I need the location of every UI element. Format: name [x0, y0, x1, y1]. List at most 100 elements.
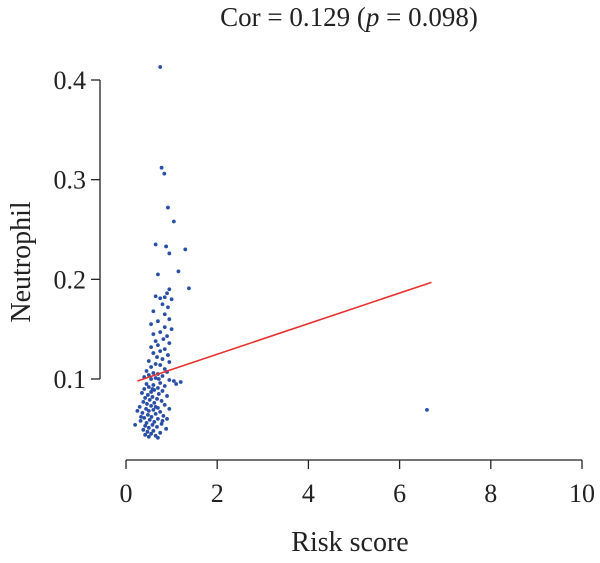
- data-point: [158, 381, 163, 385]
- data-point: [151, 332, 156, 337]
- data-point: [159, 399, 164, 403]
- data-point: [139, 414, 143, 419]
- data-point: [153, 294, 158, 299]
- data-point: [167, 407, 172, 411]
- data-point: [156, 272, 160, 277]
- data-point: [149, 365, 153, 369]
- x-tick-label: 10: [569, 479, 595, 508]
- data-point: [160, 418, 165, 423]
- data-point: [144, 420, 149, 425]
- data-point: [178, 380, 183, 384]
- data-point: [162, 347, 167, 351]
- data-point: [152, 401, 157, 405]
- data-point: [169, 327, 174, 332]
- data-point: [146, 408, 151, 413]
- y-tick-label: 0.4: [54, 66, 87, 95]
- chart-title: Cor = 0.129 (p = 0.098): [220, 2, 478, 32]
- x-tick-label: 0: [120, 479, 133, 508]
- data-point: [151, 428, 156, 433]
- data-point: [146, 434, 151, 439]
- data-point: [425, 407, 429, 412]
- data-point: [174, 382, 179, 386]
- data-point: [156, 377, 161, 381]
- data-point: [187, 286, 191, 291]
- data-point: [153, 242, 158, 247]
- data-point: [166, 305, 170, 310]
- data-point: [159, 165, 164, 170]
- data-point: [145, 402, 149, 406]
- data-point: [166, 205, 170, 210]
- data-point: [165, 416, 169, 421]
- chart-title-p: p: [364, 2, 380, 32]
- data-point: [155, 355, 159, 359]
- data-point: [149, 414, 154, 419]
- data-point: [164, 426, 169, 431]
- data-point: [147, 417, 152, 422]
- data-point: [146, 425, 151, 430]
- data-point: [146, 373, 151, 377]
- data-point: [150, 387, 155, 391]
- data-point: [160, 357, 165, 361]
- data-point: [158, 430, 163, 435]
- data-point: [167, 341, 172, 346]
- data-point: [156, 435, 160, 440]
- data-point: [167, 251, 172, 256]
- data-point: [167, 378, 172, 382]
- data-point: [162, 312, 167, 317]
- data-point: [158, 349, 163, 353]
- data-point: [143, 432, 148, 437]
- data-point: [149, 345, 153, 350]
- x-axis-ticks: 0 2 4 6 8 10: [120, 460, 595, 508]
- data-point: [156, 392, 161, 396]
- x-tick-label: 4: [302, 479, 315, 508]
- data-point: [156, 343, 160, 348]
- data-point: [142, 415, 147, 420]
- y-axis-label: Neutrophil: [6, 201, 37, 323]
- data-point: [161, 413, 166, 418]
- data-point: [146, 359, 151, 363]
- data-point: [167, 360, 172, 364]
- data-point: [160, 374, 165, 378]
- data-point: [160, 302, 165, 307]
- data-point: [165, 394, 169, 398]
- x-tick-label: 8: [484, 479, 497, 508]
- data-point: [143, 423, 148, 428]
- data-point: [143, 396, 148, 400]
- y-tick-label: 0.3: [54, 166, 87, 195]
- data-point: [164, 244, 169, 249]
- data-point: [144, 382, 149, 386]
- data-point: [176, 269, 181, 274]
- data-point: [145, 393, 150, 397]
- data-point: [133, 422, 138, 427]
- data-point: [162, 367, 167, 371]
- data-point: [158, 409, 163, 414]
- data-point: [144, 369, 149, 373]
- data-point: [149, 431, 153, 436]
- y-axis-ticks: 0.1 0.2 0.3 0.4: [54, 66, 100, 394]
- y-tick-label: 0.1: [54, 365, 87, 394]
- data-point: [167, 287, 172, 292]
- x-tick-label: 2: [211, 479, 224, 508]
- data-point: [162, 325, 167, 330]
- data-point: [153, 362, 158, 366]
- data-point: [171, 219, 176, 224]
- data-point: [162, 295, 167, 300]
- data-point: [140, 410, 145, 415]
- data-point: [152, 419, 157, 424]
- data-point: [162, 384, 167, 388]
- data-point: [135, 408, 140, 413]
- x-axis-label: Risk score: [291, 527, 408, 558]
- data-point: [156, 319, 160, 324]
- data-point: [149, 390, 153, 394]
- data-point: [140, 391, 144, 395]
- data-point: [165, 291, 169, 296]
- data-point: [153, 376, 158, 380]
- data-point: [149, 377, 153, 381]
- data-point: [153, 411, 158, 416]
- data-point: [151, 371, 156, 375]
- data-point: [162, 171, 167, 176]
- data-point: [161, 337, 166, 342]
- data-point: [146, 385, 151, 389]
- data-point: [158, 296, 163, 301]
